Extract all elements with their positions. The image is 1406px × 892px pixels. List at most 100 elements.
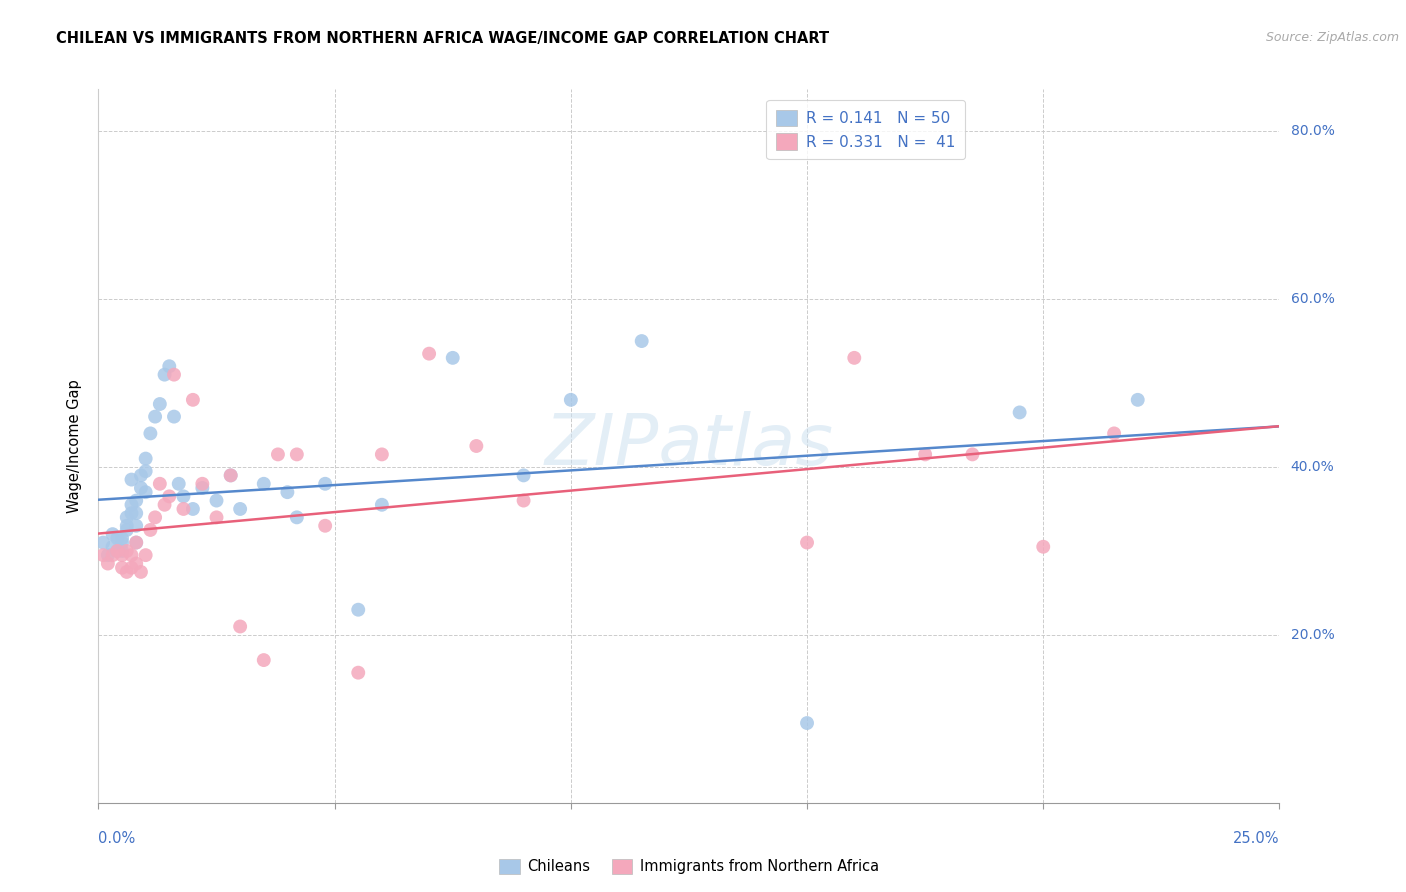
Point xyxy=(253,653,276,667)
Point xyxy=(205,510,228,524)
Text: 20.0%: 20.0% xyxy=(1291,628,1334,642)
Point xyxy=(143,409,166,424)
Point xyxy=(101,540,124,554)
Point xyxy=(111,544,134,558)
Point xyxy=(371,498,394,512)
Point xyxy=(115,523,138,537)
Point xyxy=(163,368,186,382)
Point xyxy=(101,527,124,541)
Point xyxy=(347,603,370,617)
Text: 25.0%: 25.0% xyxy=(1233,830,1279,846)
Point xyxy=(143,510,166,524)
Point xyxy=(267,447,290,461)
Point xyxy=(125,493,148,508)
Point xyxy=(371,447,394,461)
Point xyxy=(111,532,134,546)
Point xyxy=(1032,540,1054,554)
Text: CHILEAN VS IMMIGRANTS FROM NORTHERN AFRICA WAGE/INCOME GAP CORRELATION CHART: CHILEAN VS IMMIGRANTS FROM NORTHERN AFRI… xyxy=(56,31,830,46)
Point xyxy=(121,560,143,574)
Point xyxy=(125,535,148,549)
Point xyxy=(465,439,488,453)
Point xyxy=(125,557,148,571)
Point xyxy=(129,565,152,579)
Point xyxy=(125,506,148,520)
Point xyxy=(1126,392,1149,407)
Point xyxy=(441,351,464,365)
Legend: R = 0.141   N = 50, R = 0.331   N =  41: R = 0.141 N = 50, R = 0.331 N = 41 xyxy=(766,101,965,159)
Point xyxy=(512,493,534,508)
Point xyxy=(101,548,124,562)
Point xyxy=(105,544,128,558)
Point xyxy=(121,498,143,512)
Point xyxy=(172,489,194,503)
Y-axis label: Wage/Income Gap: Wage/Income Gap xyxy=(67,379,83,513)
Point xyxy=(105,532,128,546)
Point xyxy=(135,485,157,500)
Point xyxy=(135,451,157,466)
Point xyxy=(314,476,336,491)
Point xyxy=(91,548,114,562)
Point xyxy=(125,535,148,549)
Point xyxy=(111,560,134,574)
Point xyxy=(347,665,370,680)
Point xyxy=(135,464,157,478)
Point xyxy=(125,518,148,533)
Point xyxy=(139,523,162,537)
Point xyxy=(111,548,134,562)
Point xyxy=(285,447,308,461)
Point xyxy=(229,502,252,516)
Point xyxy=(285,510,308,524)
Point xyxy=(97,548,120,562)
Point xyxy=(115,518,138,533)
Point xyxy=(129,481,152,495)
Point xyxy=(111,535,134,549)
Point xyxy=(121,506,143,520)
Point xyxy=(191,481,214,495)
Point xyxy=(105,544,128,558)
Legend: Chileans, Immigrants from Northern Africa: Chileans, Immigrants from Northern Afric… xyxy=(494,853,884,880)
Point xyxy=(153,498,176,512)
Point xyxy=(149,397,172,411)
Point xyxy=(135,548,157,562)
Point xyxy=(181,392,204,407)
Point xyxy=(157,359,180,374)
Point xyxy=(115,544,138,558)
Point xyxy=(314,518,336,533)
Point xyxy=(219,468,242,483)
Point xyxy=(121,473,143,487)
Point xyxy=(91,535,114,549)
Point xyxy=(115,565,138,579)
Point xyxy=(139,426,162,441)
Point xyxy=(253,476,276,491)
Point xyxy=(1008,405,1031,419)
Point xyxy=(167,476,190,491)
Point xyxy=(1102,426,1125,441)
Point xyxy=(844,351,866,365)
Text: 80.0%: 80.0% xyxy=(1291,124,1334,138)
Point xyxy=(149,476,172,491)
Point xyxy=(962,447,984,461)
Point xyxy=(97,557,120,571)
Point xyxy=(560,392,582,407)
Text: 40.0%: 40.0% xyxy=(1291,460,1334,474)
Point xyxy=(115,510,138,524)
Text: ZIPatlas: ZIPatlas xyxy=(544,411,834,481)
Point xyxy=(121,548,143,562)
Point xyxy=(219,468,242,483)
Point xyxy=(205,493,228,508)
Point xyxy=(796,716,818,731)
Point xyxy=(181,502,204,516)
Point xyxy=(418,346,440,360)
Point xyxy=(914,447,936,461)
Point xyxy=(512,468,534,483)
Point xyxy=(129,468,152,483)
Point xyxy=(191,476,214,491)
Point xyxy=(229,619,252,633)
Point xyxy=(630,334,652,348)
Text: Source: ZipAtlas.com: Source: ZipAtlas.com xyxy=(1265,31,1399,45)
Point xyxy=(276,485,298,500)
Point xyxy=(153,368,176,382)
Point xyxy=(172,502,194,516)
Point xyxy=(163,409,186,424)
Text: 0.0%: 0.0% xyxy=(98,830,135,846)
